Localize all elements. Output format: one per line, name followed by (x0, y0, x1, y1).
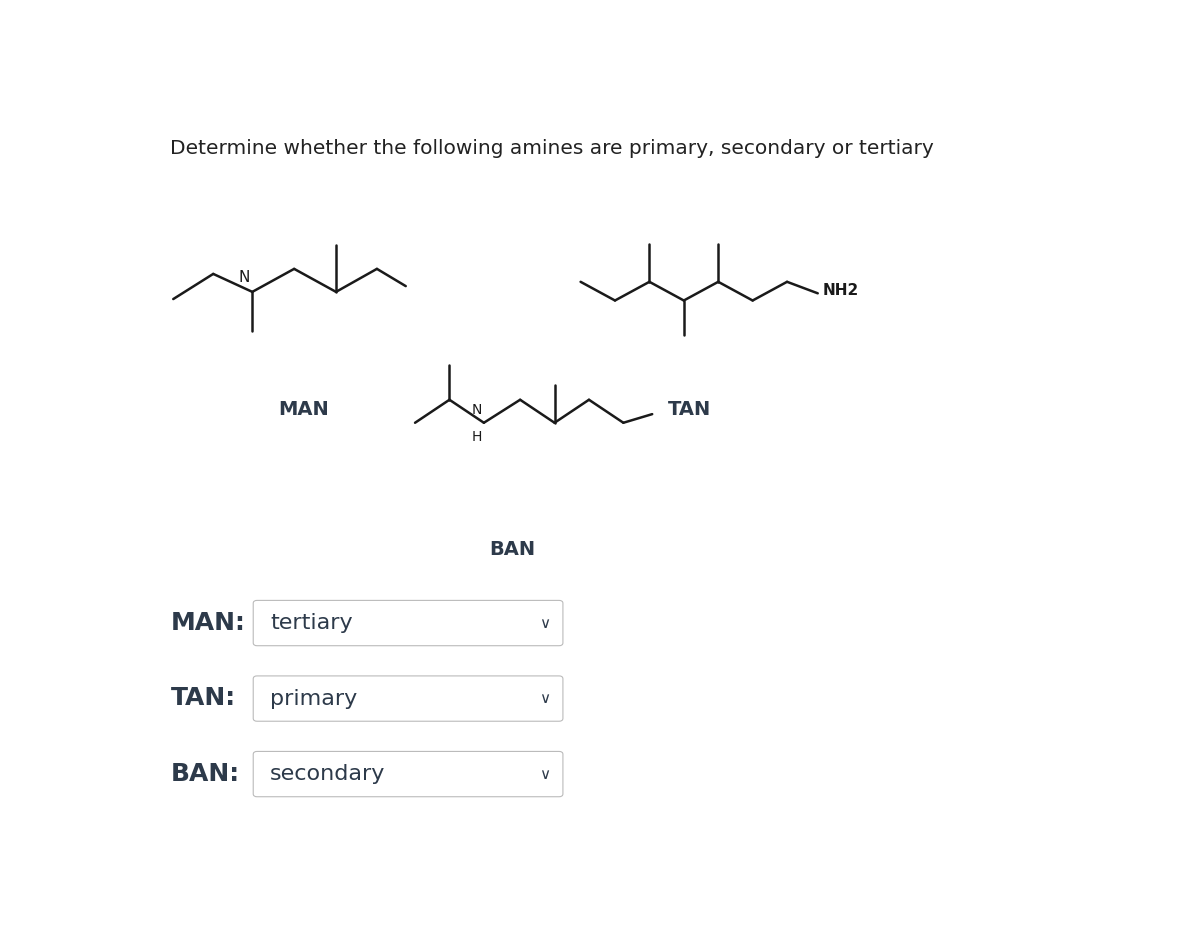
Text: TAN: TAN (667, 400, 712, 418)
Text: ∨: ∨ (539, 767, 550, 782)
Text: ∨: ∨ (539, 616, 550, 630)
Text: BAN: BAN (490, 540, 535, 559)
FancyBboxPatch shape (253, 676, 563, 721)
FancyBboxPatch shape (253, 601, 563, 645)
Text: NH2: NH2 (822, 283, 859, 298)
Text: MAN:: MAN: (170, 611, 245, 635)
Text: Determine whether the following amines are primary, secondary or tertiary: Determine whether the following amines a… (170, 138, 935, 158)
Text: primary: primary (270, 688, 358, 709)
Text: secondary: secondary (270, 764, 385, 784)
Text: N: N (238, 270, 250, 285)
Text: TAN:: TAN: (170, 686, 235, 710)
FancyBboxPatch shape (253, 752, 563, 797)
Text: ∨: ∨ (539, 691, 550, 706)
Text: tertiary: tertiary (270, 613, 353, 633)
Text: BAN:: BAN: (170, 762, 240, 785)
Text: N: N (472, 403, 482, 417)
Text: H: H (472, 430, 482, 444)
Text: MAN: MAN (278, 400, 329, 418)
